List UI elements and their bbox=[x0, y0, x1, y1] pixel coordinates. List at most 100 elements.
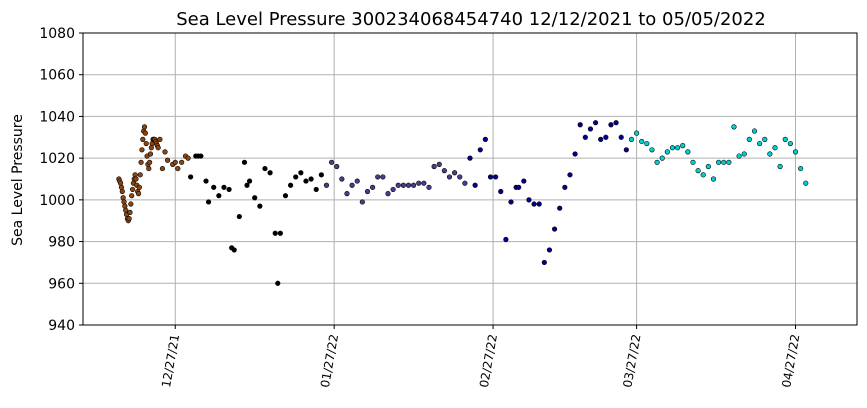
data-point bbox=[664, 149, 670, 155]
data-point bbox=[736, 153, 742, 159]
data-point bbox=[385, 191, 391, 197]
data-point bbox=[140, 136, 146, 142]
data-point bbox=[203, 178, 209, 184]
data-point bbox=[133, 176, 139, 182]
data-point bbox=[400, 182, 406, 188]
data-point bbox=[139, 147, 145, 153]
data-point bbox=[426, 184, 432, 190]
data-point bbox=[726, 159, 732, 165]
data-point bbox=[700, 172, 706, 178]
data-point bbox=[143, 140, 149, 147]
data-point bbox=[141, 124, 148, 130]
data-point bbox=[162, 149, 168, 155]
data-point bbox=[659, 155, 665, 161]
data-point bbox=[375, 174, 381, 180]
data-point bbox=[498, 188, 504, 195]
data-point bbox=[349, 182, 355, 188]
data-point bbox=[136, 184, 142, 190]
data-point bbox=[129, 193, 135, 199]
x-tick-label: 02/27/22 bbox=[477, 333, 500, 389]
y-tick-label: 1000 bbox=[39, 193, 75, 209]
data-point bbox=[792, 149, 799, 155]
chart-title: Sea Level Pressure 300234068454740 12/12… bbox=[176, 9, 766, 30]
data-point bbox=[148, 145, 154, 151]
data-point bbox=[179, 159, 185, 165]
data-point bbox=[132, 172, 138, 178]
data-point bbox=[493, 174, 499, 180]
x-tick-label: 04/27/22 bbox=[779, 333, 802, 389]
data-point bbox=[446, 174, 453, 180]
data-point bbox=[618, 134, 624, 140]
data-point bbox=[142, 130, 148, 136]
y-tick-label: 1020 bbox=[39, 151, 75, 167]
data-point bbox=[252, 195, 258, 201]
data-point bbox=[695, 168, 701, 174]
data-point bbox=[557, 205, 563, 211]
data-point bbox=[395, 182, 401, 188]
data-point bbox=[119, 188, 125, 195]
data-point bbox=[303, 178, 309, 184]
data-point bbox=[370, 184, 376, 190]
data-point bbox=[508, 199, 514, 205]
data-point bbox=[277, 230, 283, 236]
data-point bbox=[262, 165, 268, 172]
data-point bbox=[803, 180, 809, 186]
data-point bbox=[118, 184, 125, 190]
data-point bbox=[587, 126, 594, 132]
data-point bbox=[457, 174, 463, 180]
y-tick-label: 1040 bbox=[39, 109, 75, 125]
data-point bbox=[226, 186, 232, 193]
data-point bbox=[354, 178, 360, 184]
data-point bbox=[120, 195, 126, 201]
data-point bbox=[526, 197, 532, 203]
data-point bbox=[467, 155, 473, 161]
data-point bbox=[198, 153, 204, 159]
data-point bbox=[536, 201, 542, 207]
data-point bbox=[503, 236, 509, 243]
data-point bbox=[175, 165, 181, 172]
data-point bbox=[623, 147, 629, 153]
data-point bbox=[685, 149, 691, 155]
data-point bbox=[441, 168, 447, 174]
data-point bbox=[308, 176, 314, 182]
data-point bbox=[211, 184, 217, 190]
data-point bbox=[334, 163, 340, 170]
data-point bbox=[323, 182, 330, 188]
data-point bbox=[128, 201, 134, 207]
data-point bbox=[462, 180, 468, 186]
data-point bbox=[164, 157, 171, 163]
data-point bbox=[146, 165, 152, 172]
data-point bbox=[782, 136, 788, 142]
data-point bbox=[592, 120, 599, 126]
x-tick-label: 03/27/22 bbox=[620, 333, 643, 389]
data-point bbox=[275, 280, 281, 286]
data-point bbox=[241, 159, 248, 165]
data-point bbox=[541, 259, 547, 266]
data-point bbox=[236, 213, 242, 220]
data-point bbox=[751, 128, 758, 134]
data-point bbox=[411, 182, 417, 188]
data-point bbox=[757, 140, 763, 147]
data-point bbox=[798, 165, 804, 172]
data-point bbox=[644, 140, 650, 147]
data-point bbox=[244, 182, 250, 188]
data-point bbox=[598, 136, 604, 142]
x-axis-ticks: 12/27/21 01/27/22 02/27/22 03/27/22 04/27/22 bbox=[159, 325, 802, 389]
y-tick-label: 940 bbox=[48, 318, 75, 334]
data-point bbox=[551, 226, 558, 232]
data-point bbox=[122, 203, 128, 209]
data-point bbox=[257, 203, 263, 209]
data-point bbox=[562, 184, 568, 190]
data-point bbox=[123, 207, 129, 213]
data-point bbox=[231, 247, 237, 253]
data-point bbox=[436, 161, 442, 167]
data-point bbox=[127, 209, 133, 215]
data-point bbox=[546, 247, 553, 253]
data-point bbox=[344, 191, 350, 197]
data-point bbox=[582, 134, 588, 140]
plot-frame bbox=[82, 32, 858, 326]
y-axis-ticks: 940 960 980 1000 1020 1040 1060 1080 bbox=[39, 26, 83, 334]
data-point bbox=[613, 120, 619, 126]
data-point bbox=[416, 180, 422, 186]
